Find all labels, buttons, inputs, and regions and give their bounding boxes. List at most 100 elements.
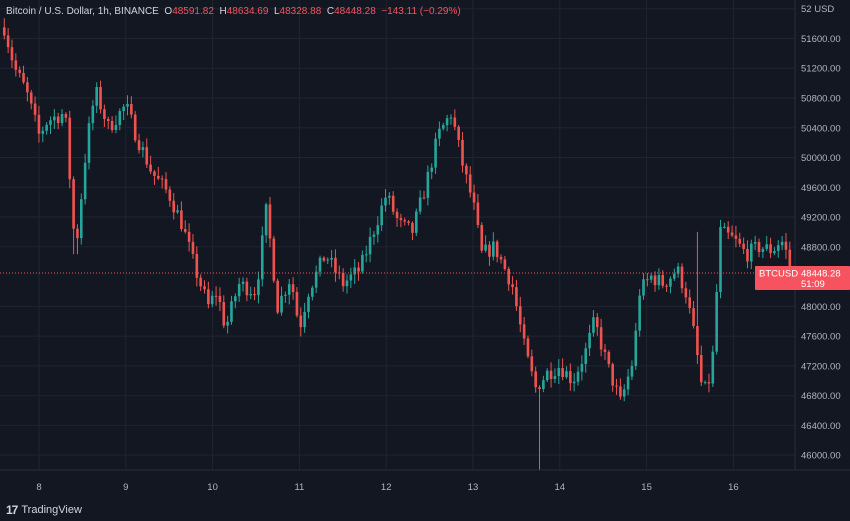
- price-axis[interactable]: 52 USD 51600.00 51200.00 50800.00 50400.00 50…: [794, 0, 841, 470]
- candle-body: [465, 165, 468, 175]
- candle: [776, 240, 780, 258]
- candle: [368, 227, 372, 263]
- candle: [723, 222, 726, 229]
- candle-body: [364, 254, 368, 256]
- candle: [133, 111, 137, 143]
- candle: [137, 133, 141, 154]
- candle-body: [249, 294, 253, 296]
- candle: [607, 350, 611, 368]
- candle: [750, 239, 753, 270]
- candle-body: [176, 210, 179, 213]
- tradingview-brand[interactable]: 17 TradingView: [6, 503, 82, 517]
- legend-open-label: O: [164, 6, 173, 17]
- candle-body: [499, 257, 503, 260]
- candle-body: [133, 114, 137, 141]
- candle: [291, 277, 295, 300]
- candle: [553, 368, 557, 384]
- candle-body: [37, 114, 41, 134]
- candle-body: [345, 280, 349, 287]
- candle-body: [738, 238, 742, 244]
- candle: [26, 77, 29, 102]
- candle: [183, 220, 187, 234]
- candle: [453, 109, 457, 131]
- candle: [615, 378, 618, 395]
- candle-body: [595, 317, 599, 328]
- price-tick-label: 47600.00: [801, 332, 841, 343]
- time-tick-label: 9: [123, 482, 128, 493]
- price-tick-label: 51600.00: [801, 34, 841, 45]
- candle: [599, 318, 603, 357]
- candle: [391, 191, 395, 215]
- candle: [195, 246, 199, 287]
- candle-body: [353, 267, 356, 275]
- candle: [642, 273, 645, 300]
- candle: [515, 279, 518, 311]
- candle: [276, 278, 279, 315]
- candle-body: [549, 370, 553, 379]
- candle: [33, 96, 37, 122]
- candle-body: [646, 279, 649, 281]
- candle: [699, 345, 703, 387]
- candle-body: [95, 87, 98, 106]
- candle-body: [257, 279, 260, 296]
- candle-body: [580, 364, 584, 372]
- candle-body: [765, 244, 769, 249]
- time-tick-label: 11: [294, 482, 304, 493]
- candle: [592, 310, 595, 337]
- candle-body: [461, 139, 464, 166]
- candle-body: [91, 105, 95, 124]
- candle-body: [430, 167, 434, 172]
- candle: [79, 193, 83, 245]
- candle-body: [103, 109, 106, 119]
- candle-body: [311, 287, 314, 297]
- candle: [49, 116, 52, 135]
- candle: [680, 263, 684, 294]
- candle-body: [83, 162, 87, 200]
- candle: [384, 189, 387, 212]
- candle-body: [284, 294, 287, 296]
- candle-body: [607, 351, 611, 365]
- candle: [153, 170, 156, 185]
- candle-body: [18, 69, 21, 73]
- candle-body: [380, 205, 383, 226]
- candle: [76, 224, 79, 255]
- candle-body: [388, 195, 391, 198]
- candle-body: [280, 295, 283, 313]
- candle: [157, 166, 160, 181]
- candle-body: [72, 179, 75, 229]
- candle: [696, 231, 699, 364]
- candle-body: [87, 123, 91, 163]
- price-tag-countdown: 51:09: [801, 279, 825, 290]
- candlestick-series: [2, 18, 792, 470]
- candle: [380, 198, 383, 232]
- candle-body: [118, 110, 122, 126]
- candle-body: [222, 302, 226, 326]
- candle-body: [488, 244, 491, 257]
- candle: [522, 317, 526, 345]
- candle-body: [407, 221, 410, 223]
- candle: [457, 124, 460, 148]
- candle: [110, 116, 114, 133]
- time-axis[interactable]: 8 9 10 11 12 13 14 15 16: [0, 469, 850, 493]
- candle: [445, 114, 449, 132]
- candle: [60, 109, 64, 127]
- candle-body: [253, 294, 256, 296]
- candle-body: [153, 171, 156, 176]
- legend-low: 48328.88: [279, 6, 322, 17]
- candle: [210, 290, 214, 308]
- candle: [738, 232, 742, 247]
- candle: [56, 112, 60, 130]
- candle-body: [492, 241, 495, 257]
- candle-body: [692, 308, 695, 327]
- candle: [576, 366, 580, 386]
- candle-body: [322, 257, 326, 261]
- candle-body: [172, 200, 176, 213]
- candle: [37, 105, 41, 143]
- candle: [72, 176, 75, 255]
- candle: [572, 373, 576, 392]
- candle: [172, 192, 176, 220]
- candle: [284, 291, 287, 303]
- candle: [484, 235, 487, 253]
- candle: [653, 271, 657, 292]
